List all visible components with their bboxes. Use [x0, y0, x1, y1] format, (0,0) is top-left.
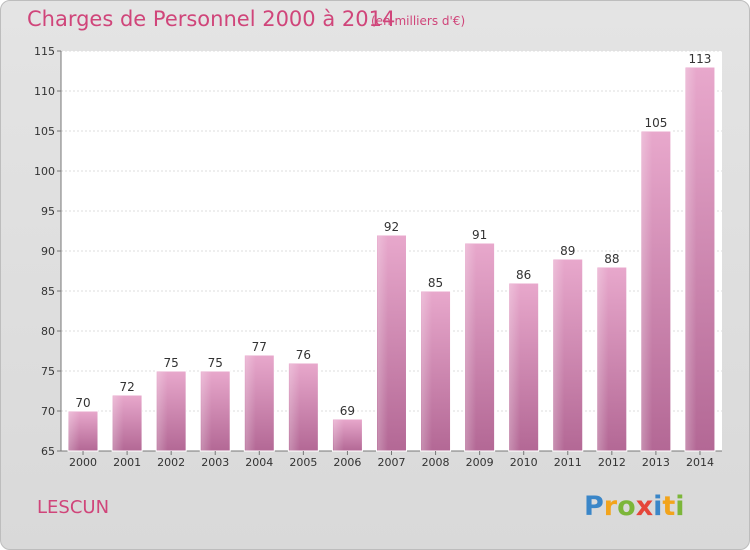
data-label: 92 [384, 220, 399, 234]
data-label: 77 [252, 340, 267, 354]
bar-highlight [69, 412, 80, 451]
x-tick-label: 2000 [69, 456, 97, 469]
bar-highlight [289, 364, 300, 451]
bar-highlight [421, 292, 433, 451]
logo-letter: i [653, 491, 663, 522]
proxiti-logo: Proxiti [584, 491, 685, 522]
logo-letter: t [662, 491, 676, 522]
data-label: 113 [689, 52, 712, 66]
data-label: 105 [644, 116, 667, 130]
y-tick-label: 110 [34, 85, 55, 98]
data-label: 76 [296, 348, 311, 362]
x-tick-label: 2005 [289, 456, 317, 469]
bar-highlight [201, 372, 212, 451]
y-tick-label: 75 [41, 365, 55, 378]
data-label: 72 [119, 380, 134, 394]
data-label: 88 [604, 252, 619, 266]
data-label: 86 [516, 268, 531, 282]
x-tick-label: 2002 [157, 456, 185, 469]
x-tick-label: 2004 [245, 456, 273, 469]
x-tick-label: 2003 [201, 456, 229, 469]
x-tick-label: 2013 [642, 456, 670, 469]
data-label: 75 [164, 356, 179, 370]
y-tick-label: 80 [41, 325, 55, 338]
logo-letter: P [584, 491, 604, 522]
data-label: 75 [208, 356, 223, 370]
data-label: 91 [472, 228, 487, 242]
bar-highlight [597, 268, 609, 451]
bar-highlight [333, 420, 344, 451]
bar-highlight [113, 396, 124, 451]
x-tick-label: 2010 [510, 456, 538, 469]
bar-highlight [509, 284, 521, 451]
chart-title: Charges de Personnel 2000 à 2014 [27, 7, 396, 31]
data-label: 89 [560, 244, 575, 258]
x-tick-label: 2006 [333, 456, 361, 469]
x-tick-label: 2009 [466, 456, 494, 469]
data-label: 85 [428, 276, 443, 290]
y-tick-label: 90 [41, 245, 55, 258]
logo-letter: r [603, 491, 618, 522]
x-tick-label: 2008 [422, 456, 450, 469]
y-tick-label: 70 [41, 405, 55, 418]
y-tick-label: 65 [41, 445, 55, 458]
bar-highlight [377, 236, 389, 451]
logo-letter: x [635, 491, 654, 522]
x-tick-label: 2007 [378, 456, 406, 469]
bar-highlight [641, 132, 653, 451]
bar-highlight [685, 68, 697, 451]
bar-highlight [157, 372, 168, 451]
data-label: 70 [75, 396, 90, 410]
logo-letter: i [675, 491, 685, 522]
bar-highlight [245, 356, 256, 451]
x-tick-label: 2012 [598, 456, 626, 469]
y-tick-label: 95 [41, 205, 55, 218]
logo-letter: o [617, 491, 636, 522]
data-label: 69 [340, 404, 355, 418]
x-tick-label: 2001 [113, 456, 141, 469]
y-tick-label: 105 [34, 125, 55, 138]
y-tick-label: 115 [34, 45, 55, 58]
chart-subtitle: (en milliers d'€) [371, 14, 466, 28]
commune-name: LESCUN [37, 497, 110, 518]
x-tick-label: 2014 [686, 456, 714, 469]
x-tick-label: 2011 [554, 456, 582, 469]
bar-highlight [465, 244, 477, 451]
y-tick-label: 85 [41, 285, 55, 298]
bar-highlight [553, 260, 565, 451]
y-tick-label: 100 [34, 165, 55, 178]
